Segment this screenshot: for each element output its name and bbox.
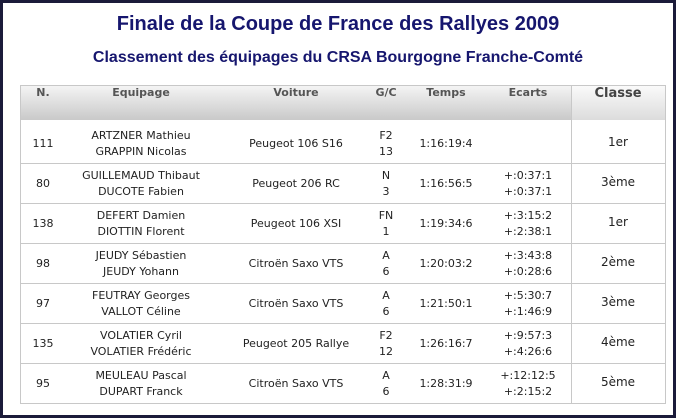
crew-member: GRAPPIN Nicolas [95, 145, 187, 158]
group-class: A [382, 289, 390, 302]
gap: +:3:43:8 [503, 249, 553, 262]
column-header: Temps [426, 86, 466, 99]
row-divider [21, 283, 665, 284]
rank: 4ème [600, 335, 636, 349]
column-header: Ecarts [508, 86, 548, 99]
row-divider [21, 403, 665, 404]
car-model: Peugeot 106 XSI [250, 217, 342, 230]
car-number: 111 [32, 137, 54, 150]
column-header: Equipage [112, 86, 170, 99]
group-class: F2 [379, 329, 393, 342]
gap: +:2:38:1 [503, 225, 553, 238]
rank: 5ème [600, 375, 636, 389]
row-divider [21, 243, 665, 244]
crew-member: DEFERT Damien [96, 209, 186, 222]
rank: 2ème [600, 255, 636, 269]
car-model: Peugeot 106 S16 [249, 137, 343, 150]
car-number: 98 [36, 257, 50, 270]
car-model: Peugeot 205 Rallye [242, 337, 350, 350]
crew-member: GUILLEMAUD Thibaut [82, 169, 200, 182]
crew-member: DIOTTIN Florent [97, 225, 185, 238]
row-divider [21, 203, 665, 204]
column-header: Classe [594, 86, 642, 101]
time: 1:16:19:4 [419, 137, 473, 150]
group-class: A [382, 249, 390, 262]
gap: +:0:37:1 [503, 185, 553, 198]
crew-member: ARTZNER Mathieu [91, 129, 191, 142]
header-bar [21, 86, 571, 120]
column-header: G/C [375, 86, 397, 99]
car-number: 95 [36, 377, 50, 390]
crew-member: VOLATIER Frédéric [90, 345, 192, 358]
header-bar [572, 86, 665, 120]
group-class: 3 [382, 185, 390, 198]
subtitle: Classement des équipages du CRSA Bourgog… [92, 49, 584, 66]
time: 1:21:50:1 [419, 297, 473, 310]
row-divider [21, 363, 665, 364]
car-model: Citroën Saxo VTS [248, 257, 344, 270]
column-header: Voiture [273, 86, 319, 99]
group-class: 6 [382, 265, 390, 278]
rank: 3ème [600, 295, 636, 309]
crew-member: VALLOT Céline [101, 305, 181, 318]
crew-member: FEUTRAY Georges [92, 289, 190, 302]
gap: +:0:28:6 [503, 265, 553, 278]
title: Finale de la Coupe de France des Rallyes… [116, 13, 560, 35]
time: 1:28:31:9 [419, 377, 473, 390]
car-model: Citroën Saxo VTS [248, 377, 344, 390]
results-table: N. Equipage Voiture G/C Temps Ecarts Classe 111… [20, 85, 666, 404]
time: 1:26:16:7 [419, 337, 473, 350]
time: 1:20:03:2 [419, 257, 473, 270]
rank: 1er [608, 215, 628, 229]
gap: +:2:15:2 [503, 385, 553, 398]
group-class: N [381, 169, 391, 182]
crew-member: VOLATIER Cyril [100, 329, 182, 342]
crew-member: JEUDY Yohann [103, 265, 179, 278]
gap: +:3:15:2 [503, 209, 553, 222]
group-class: 6 [382, 305, 390, 318]
gap: +:4:26:6 [503, 345, 553, 358]
gap: +:5:30:7 [503, 289, 553, 302]
row-divider [21, 163, 665, 164]
car-number: 135 [32, 337, 54, 350]
crew-member: JEUDY Sébastien [95, 249, 187, 262]
group-class: F2 [379, 129, 393, 142]
time: 1:19:34:6 [419, 217, 473, 230]
gap: +:0:37:1 [503, 169, 553, 182]
group-class: 12 [379, 345, 393, 358]
car-number: 97 [36, 297, 50, 310]
car-number: 138 [32, 217, 54, 230]
group-class: A [382, 369, 390, 382]
column-divider [571, 86, 572, 403]
time: 1:16:56:5 [419, 177, 473, 190]
crew-member: MEULEAU Pascal [95, 369, 187, 382]
group-class: 1 [382, 225, 390, 238]
crew-member: DUPART Franck [99, 385, 183, 398]
group-class: 13 [379, 145, 393, 158]
rank: 1er [608, 135, 628, 149]
crew-member: DUCOTE Fabien [98, 185, 184, 198]
car-model: Peugeot 206 RC [252, 177, 340, 190]
gap: +:1:46:9 [503, 305, 553, 318]
rank: 3ème [600, 175, 636, 189]
column-header: N. [36, 86, 50, 99]
group-class: 6 [382, 385, 390, 398]
group-class: FN [378, 209, 394, 222]
row-divider [21, 323, 665, 324]
car-model: Citroën Saxo VTS [248, 297, 344, 310]
gap: +:12:12:5 [500, 369, 556, 382]
gap: +:9:57:3 [503, 329, 553, 342]
car-number: 80 [36, 177, 50, 190]
